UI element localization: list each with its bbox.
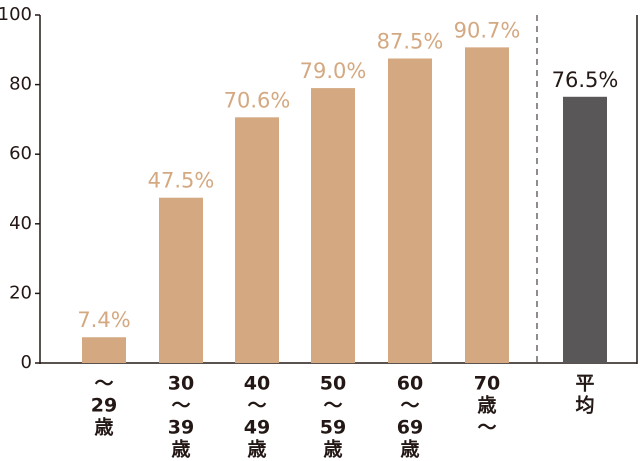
x-tick-label: 〜	[171, 395, 190, 417]
x-tick-label: 〜	[247, 395, 266, 417]
x-tick-label: 40	[244, 373, 270, 395]
y-tick-label: 60	[9, 143, 32, 164]
x-tick-label: 〜	[323, 395, 342, 417]
x-tick-label: 歳	[400, 439, 419, 461]
x-tick-label: 歳	[171, 439, 190, 461]
x-tick-label: 29	[91, 395, 117, 417]
bar	[465, 47, 509, 363]
x-tick-label: 歳	[477, 395, 496, 417]
x-tick-label: 59	[320, 417, 346, 439]
x-tick-label: 歳	[94, 417, 113, 439]
x-tick-label: 歳	[247, 439, 266, 461]
y-tick-label: 40	[9, 213, 32, 234]
x-tick-label: 39	[168, 417, 194, 439]
value-label: 79.0%	[300, 59, 367, 83]
x-tick-label: 平	[575, 373, 594, 395]
x-tick-label: 歳	[323, 439, 342, 461]
bar	[235, 117, 279, 363]
x-tick-label: 〜	[400, 395, 419, 417]
y-tick-label: 20	[9, 282, 32, 303]
x-tick-label: 60	[397, 373, 423, 395]
x-tick-label: 30	[168, 373, 194, 395]
bar	[82, 337, 126, 363]
x-tick-label: 〜	[477, 417, 496, 439]
x-tick-label: 70	[474, 373, 500, 395]
x-tick-label: 〜	[94, 373, 113, 395]
x-tick-label: 69	[397, 417, 423, 439]
y-tick-label: 0	[21, 352, 32, 373]
bar	[311, 88, 355, 363]
x-tick-label: 49	[244, 417, 270, 439]
x-tick-label: 50	[320, 373, 346, 395]
bar	[159, 197, 203, 363]
y-tick-label: 80	[9, 74, 32, 95]
y-tick-label: 100	[0, 4, 32, 25]
value-label: 70.6%	[224, 88, 291, 112]
value-label: 87.5%	[377, 30, 444, 54]
x-tick-label: 均	[575, 394, 594, 417]
bar	[388, 58, 432, 363]
value-label: 90.7%	[454, 18, 521, 42]
value-label: 7.4%	[77, 308, 130, 332]
bar	[563, 96, 607, 363]
value-label: 76.5%	[552, 68, 619, 92]
value-label: 47.5%	[148, 169, 215, 193]
